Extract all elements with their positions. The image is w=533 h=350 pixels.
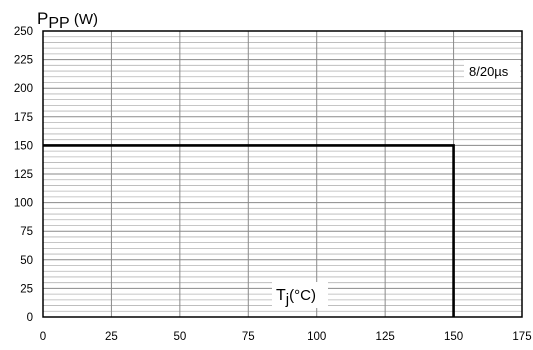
annotation-background: [464, 60, 520, 81]
x-tick-label: 50: [173, 331, 186, 343]
plot-frame: [42, 30, 523, 318]
x-axis-title-unit: (°C): [289, 287, 316, 304]
series-layer: [43, 144, 455, 317]
y-tick-label: 200: [14, 83, 33, 95]
x-axis-ticks: 0 25 50 75 100 125 150 175: [40, 331, 532, 343]
x-axis-title-background: [272, 282, 328, 308]
grid: [42, 30, 523, 318]
y-tick-label: 225: [14, 55, 33, 67]
y-axis-title-main: P: [37, 9, 48, 28]
y-tick-label: 0: [27, 312, 33, 324]
y-tick-label: 250: [14, 26, 33, 38]
y-axis-title: PPP (W): [37, 9, 98, 32]
x-axis-title: Tj(°C): [276, 287, 316, 308]
x-tick-label: 150: [444, 331, 463, 343]
y-tick-label: 100: [14, 198, 33, 210]
y-tick-label: 125: [14, 169, 33, 181]
y-axis-title-unit: (W): [70, 11, 98, 28]
x-tick-label: 125: [376, 331, 395, 343]
x-tick-label: 0: [40, 331, 46, 343]
y-tick-label: 150: [14, 140, 33, 152]
series-line-0: [43, 144, 455, 317]
y-tick-label: 75: [20, 226, 33, 238]
x-tick-label: 100: [307, 331, 326, 343]
y-tick-label: 50: [20, 255, 33, 267]
y-tick-label: 25: [20, 283, 33, 295]
y-tick-label: 175: [14, 112, 33, 124]
x-tick-label: 175: [512, 331, 531, 343]
y-axis-ticks: 0 25 50 75 100 125 150 175 200 225 250: [14, 26, 33, 324]
x-tick-label: 25: [105, 331, 118, 343]
x-axis-title-main: T: [276, 287, 286, 304]
x-axis-title-sub: j: [285, 291, 289, 308]
y-axis-title-sub: PP: [48, 15, 69, 32]
pulse-annotation: 8/20µs: [469, 64, 509, 79]
x-tick-label: 75: [242, 331, 255, 343]
